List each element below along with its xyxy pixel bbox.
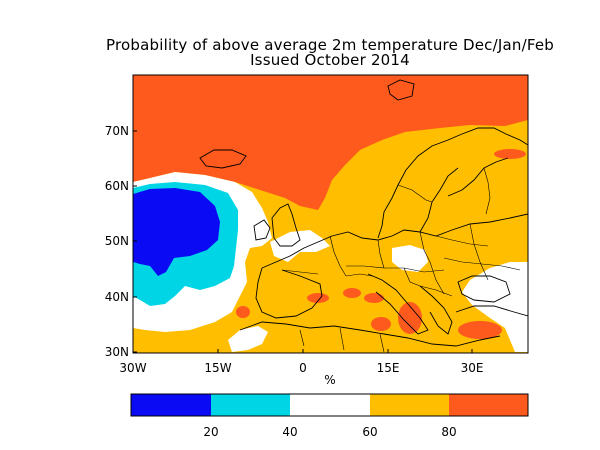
chart-subtitle: Issued October 2014 (250, 51, 410, 69)
border-east (419, 231, 445, 295)
coast-svalbard (387, 79, 415, 101)
border-central (346, 265, 445, 273)
coast-north-africa (239, 321, 501, 347)
coast-britain (271, 203, 301, 247)
x-tick-label: 0 (299, 361, 307, 375)
axis-ticks (132, 130, 473, 353)
border-scandinavia (397, 184, 433, 203)
coast-sweden (419, 167, 459, 233)
coast-balkans (419, 285, 453, 335)
region-80-100-atlas (236, 306, 250, 318)
coast-iberia (255, 267, 323, 319)
region-40-60-iberia-south (228, 326, 268, 352)
coast-continent (261, 213, 528, 269)
map-frame (132, 74, 529, 354)
region-80-100-barents (494, 149, 526, 159)
coast-black-sea (457, 275, 511, 303)
colorbar: 20 40 60 80 (130, 393, 529, 439)
coast-italy (367, 273, 429, 335)
coast-anatolia (455, 305, 528, 317)
x-unit-label: % (324, 373, 335, 387)
border-finland-russia (483, 167, 491, 215)
colorbar-label: 80 (441, 425, 456, 439)
colorbar-label: 20 (203, 425, 218, 439)
region-80-100-tunisia (371, 317, 391, 331)
probability-fields (133, 75, 528, 353)
y-tick-label: 50N (105, 234, 129, 248)
x-tick-label: 30W (119, 361, 146, 375)
region-40-60-alps (392, 245, 428, 272)
region-0-20 (133, 188, 220, 276)
region-80-100-tyrrhenian (398, 302, 422, 334)
region-80-100-levant (458, 321, 502, 339)
region-40-60-east (462, 262, 528, 352)
region-80-100-corsica (343, 288, 361, 298)
border-maghreb (299, 327, 385, 353)
y-tick-label: 40N (105, 290, 129, 304)
coast-ireland (253, 219, 271, 241)
region-80-100-sardinia-sea (364, 293, 384, 303)
coast-iceland (199, 149, 247, 169)
region-80-100-spain (307, 293, 329, 303)
x-axis: 30W 15W 0 15E 30E % (119, 361, 483, 387)
colorbar-bin-60-80 (370, 394, 449, 416)
x-tick-label: 15W (204, 361, 231, 375)
colorbar-frame (130, 393, 529, 417)
border-baltic-states (435, 235, 489, 247)
colorbar-bin-0-20 (131, 394, 211, 416)
border-france-germany (329, 235, 347, 277)
colorbar-bin-40-60 (290, 394, 370, 416)
colorbar-bin-80-100 (449, 394, 528, 416)
colorbar-bin-20-40 (211, 394, 290, 416)
coast-finland (447, 157, 509, 197)
chart-title: Probability of above average 2m temperat… (105, 36, 554, 54)
border-ukraine (443, 257, 521, 271)
colorbar-label: 40 (282, 425, 297, 439)
x-tick-label: 30E (461, 361, 484, 375)
border-italy (345, 273, 373, 277)
y-axis: 30N 40N 50N 60N 70N (105, 124, 129, 359)
colorbar-label: 60 (362, 425, 377, 439)
border-germany-poland (377, 239, 385, 269)
coastlines (199, 79, 528, 347)
border-balkans (403, 267, 453, 297)
coast-scandinavia (377, 127, 528, 239)
y-tick-label: 60N (105, 179, 129, 193)
border-russia (469, 223, 489, 281)
y-tick-label: 30N (105, 345, 129, 359)
region-80-100-north (133, 75, 528, 210)
y-tick-label: 70N (105, 124, 129, 138)
country-borders (281, 167, 521, 353)
border-france-spain (281, 269, 319, 275)
region-40-60-channel (270, 230, 330, 262)
x-tick-label: 15E (377, 361, 400, 375)
